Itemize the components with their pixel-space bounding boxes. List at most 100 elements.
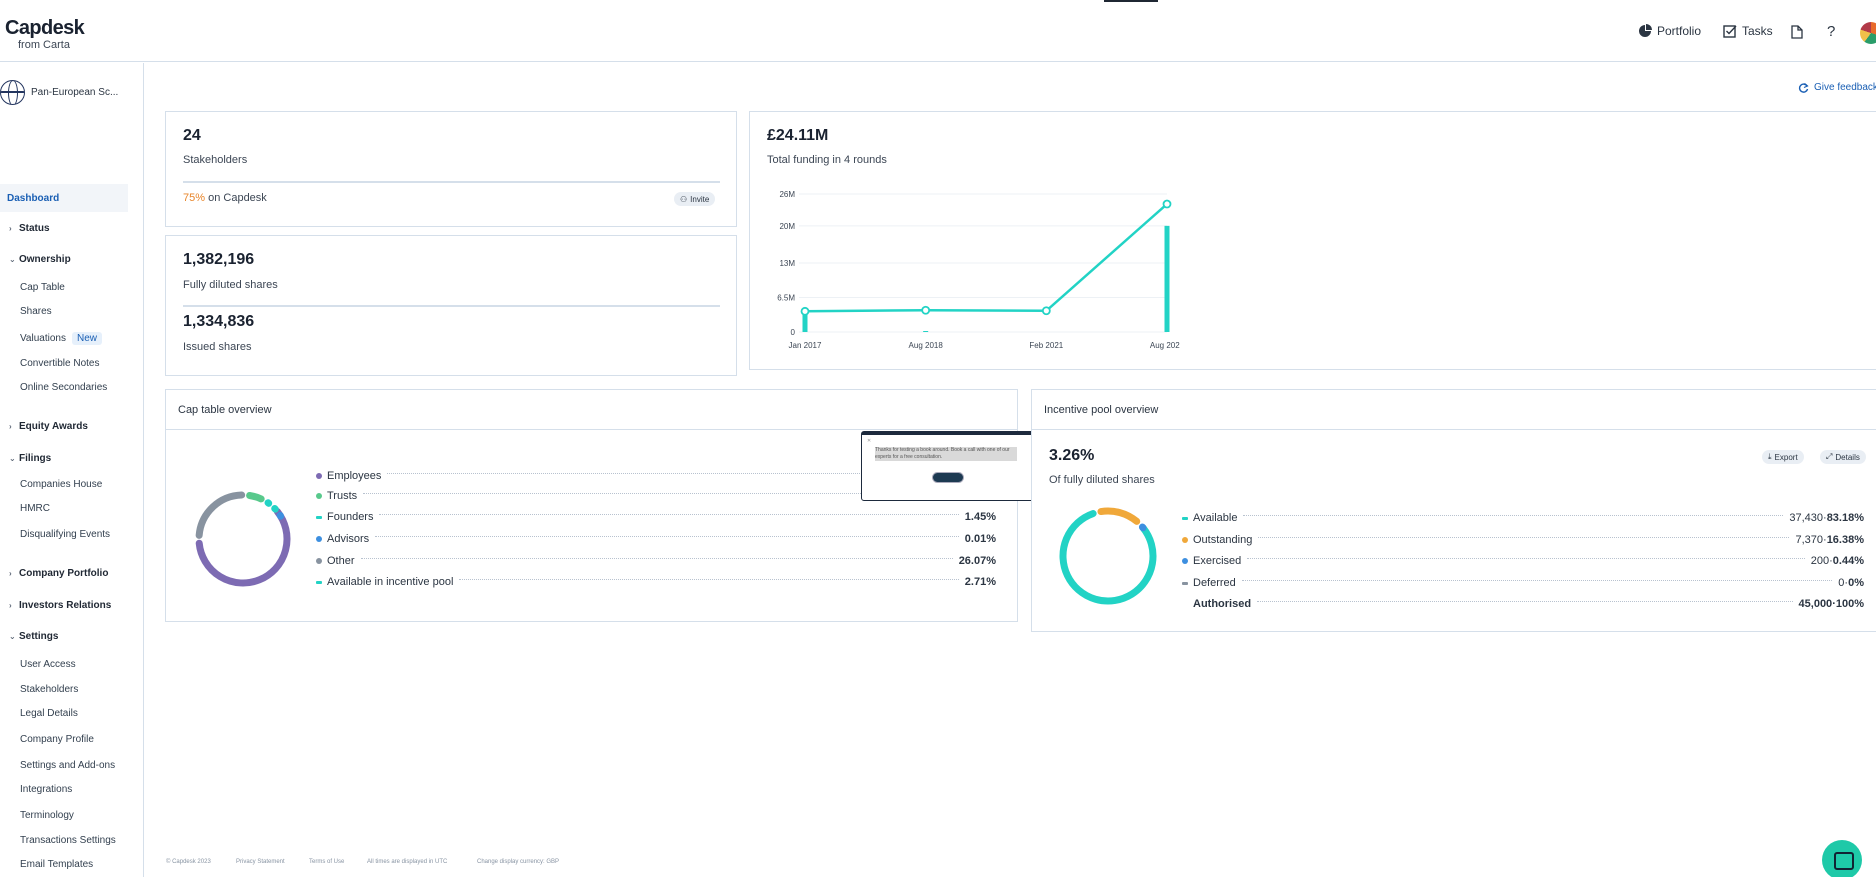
cap-legend-item[interactable]: Advisors 0.01%: [316, 533, 996, 545]
sidebar-item-integrations[interactable]: Integrations: [20, 784, 72, 795]
sidebar-item-investors-relations[interactable]: › Investors Relations: [9, 600, 111, 611]
sidebar-item-label: Equity Awards: [19, 421, 88, 432]
footer-link[interactable]: Privacy Statement: [236, 859, 285, 865]
cap-legend-item[interactable]: Employees: [316, 470, 996, 482]
invite-button[interactable]: ⚇ Invite: [674, 192, 716, 206]
legend-percent: 16.38%: [1826, 534, 1864, 546]
cap-table-overview-card: Cap table overview EmployeesTrusts7.23%F…: [165, 389, 1018, 622]
popup-cta-button[interactable]: [932, 472, 964, 483]
footer-link[interactable]: Change display currency: GBP: [477, 859, 560, 865]
capdesk-logo[interactable]: Capdesk: [5, 17, 85, 39]
chevron-right-icon: ›: [9, 224, 12, 233]
cap-legend-item[interactable]: Founders 1.45%: [316, 511, 996, 523]
chevron-right-icon: ›: [9, 422, 12, 431]
sidebar-item-hmrc[interactable]: HMRC: [20, 503, 50, 514]
sidebar-item-label: Settings and Add-ons: [20, 760, 116, 771]
cap-legend-item[interactable]: Available in incentive pool 2.71%: [316, 576, 996, 588]
leader-dots: [1241, 579, 1833, 581]
avatar[interactable]: [1860, 22, 1876, 44]
incentive-legend-item[interactable]: Authorised 45,000 · 100%: [1182, 598, 1864, 610]
incentive-title: Incentive pool overview: [1044, 404, 1159, 416]
details-button[interactable]: ⤢ Details: [1820, 450, 1866, 464]
sidebar-active-bg: [0, 184, 128, 212]
sidebar-item-company-profile[interactable]: Company Profile: [20, 734, 94, 745]
company-switcher[interactable]: Pan-European Sc...: [0, 80, 118, 105]
sidebar-item-shares[interactable]: Shares: [20, 306, 52, 317]
nav-portfolio[interactable]: Portfolio: [1638, 24, 1701, 38]
sidebar-item-cap-table[interactable]: Cap Table: [20, 282, 65, 293]
sidebar-item-disqualifying-events[interactable]: Disqualifying Events: [20, 529, 110, 540]
sidebar-item-status[interactable]: › Status: [9, 223, 50, 234]
sidebar-item-convertible-notes[interactable]: Convertible Notes: [20, 358, 99, 369]
sidebar-item-online-secondaries[interactable]: Online Secondaries: [20, 382, 107, 393]
popup-close-icon[interactable]: ✕: [867, 438, 872, 444]
x-tick-label: Jan 2017: [789, 341, 822, 350]
legend-amount: 0: [1838, 577, 1845, 589]
donut-slice[interactable]: [246, 491, 265, 503]
give-feedback-link[interactable]: Give feedback: [1798, 82, 1876, 93]
sidebar-item-label: Convertible Notes: [20, 358, 100, 369]
funding-point[interactable]: [1041, 306, 1051, 316]
sidebar-item-dashboard[interactable]: Dashboard: [7, 193, 59, 204]
legend-label: Deferred: [1193, 577, 1236, 589]
stakeholders-card: 24 Stakeholders 75% on Capdesk ⚇ Invite: [165, 111, 737, 227]
sidebar-item-legal-details[interactable]: Legal Details: [20, 708, 78, 719]
sidebar-item-equity-awards[interactable]: › Equity Awards: [9, 421, 88, 432]
incentive-legend-item[interactable]: Deferred 0 · 0%: [1182, 577, 1864, 589]
donut-slice[interactable]: [1097, 507, 1141, 525]
cap-legend-item[interactable]: Other 26.07%: [316, 555, 996, 567]
leader-dots: [1247, 557, 1805, 559]
incentive-legend-item[interactable]: Available 37,430 · 83.18%: [1182, 512, 1864, 524]
donut-slice[interactable]: [195, 508, 291, 587]
separator: ·: [1829, 555, 1833, 567]
question-icon[interactable]: ?: [1827, 23, 1836, 40]
sidebar-item-user-access[interactable]: User Access: [20, 659, 76, 670]
legend-value: 0.01%: [964, 533, 996, 545]
legend-label: Other: [327, 555, 355, 567]
sidebar-item-terminology[interactable]: Terminology: [20, 810, 74, 821]
sidebar-item-companies-house[interactable]: Companies House: [20, 479, 102, 490]
legend-label: Available in incentive pool: [327, 576, 454, 588]
donut-slice[interactable]: [1059, 510, 1157, 605]
funding-bar[interactable]: [923, 331, 929, 332]
sidebar-item-transactions-settings[interactable]: Transactions Settings: [20, 835, 116, 846]
x-tick-label: Feb 2021: [1029, 341, 1063, 350]
y-tick-label: 26M: [779, 190, 795, 199]
donut-slice[interactable]: [1138, 523, 1147, 532]
funding-bar[interactable]: [802, 312, 808, 332]
funding-point[interactable]: [921, 305, 931, 315]
sidebar-item-valuations[interactable]: Valuations New: [20, 332, 102, 345]
issued-shares-value: 1,334,836: [183, 313, 255, 330]
x-tick-label: Aug 2022: [1150, 341, 1180, 350]
sidebar-item-label: User Access: [20, 659, 76, 670]
chat-launcher-icon[interactable]: [1822, 840, 1862, 877]
donut-slice[interactable]: [195, 491, 246, 539]
incentive-legend-item[interactable]: Exercised 200 · 0.44%: [1182, 555, 1864, 567]
sidebar-item-settings-and-add-ons[interactable]: Settings and Add-ons: [20, 760, 115, 771]
cap-table-title: Cap table overview: [178, 404, 272, 416]
checkbox-icon: [1723, 25, 1737, 38]
donut-slice[interactable]: [264, 499, 273, 507]
footer-link[interactable]: Terms of Use: [309, 859, 345, 865]
cap-table-donut-chart: [195, 491, 291, 587]
sidebar-item-company-portfolio[interactable]: › Company Portfolio: [9, 568, 108, 579]
funding-point[interactable]: [800, 306, 810, 316]
legend-amount: 200: [1810, 555, 1830, 567]
sidebar-item-settings[interactable]: ⌄ Settings: [9, 631, 58, 642]
donut-slice[interactable]: [271, 504, 279, 513]
sidebar-item-stakeholders[interactable]: Stakeholders: [20, 684, 78, 695]
y-tick-label: 0: [791, 328, 796, 337]
sidebar-item-label: Company Profile: [20, 734, 94, 745]
nav-tasks[interactable]: Tasks: [1723, 24, 1773, 38]
pie-chart-icon: [1639, 24, 1652, 37]
incentive-legend-item[interactable]: Outstanding 7,370 · 16.38%: [1182, 534, 1864, 546]
document-icon[interactable]: [1791, 25, 1803, 39]
leader-dots: [379, 513, 959, 515]
funding-bar[interactable]: [1164, 225, 1170, 332]
sidebar-item-filings[interactable]: ⌄ Filings: [9, 453, 51, 464]
export-button[interactable]: ⤓ Export: [1762, 450, 1804, 464]
incentive-percent: 3.26%: [1049, 447, 1095, 464]
funding-point[interactable]: [1162, 199, 1172, 209]
sidebar-item-ownership[interactable]: ⌄ Ownership: [9, 254, 71, 265]
sidebar-item-email-templates[interactable]: Email Templates: [20, 859, 93, 870]
